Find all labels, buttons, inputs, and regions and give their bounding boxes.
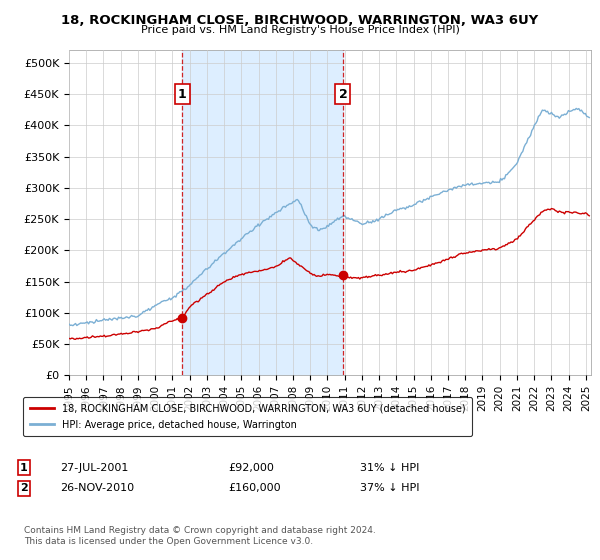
Text: 37% ↓ HPI: 37% ↓ HPI <box>360 483 419 493</box>
Text: Contains HM Land Registry data © Crown copyright and database right 2024.
This d: Contains HM Land Registry data © Crown c… <box>24 526 376 546</box>
Text: 1: 1 <box>20 463 28 473</box>
Text: 1: 1 <box>178 87 187 101</box>
Text: 27-JUL-2001: 27-JUL-2001 <box>60 463 128 473</box>
Text: 18, ROCKINGHAM CLOSE, BIRCHWOOD, WARRINGTON, WA3 6UY: 18, ROCKINGHAM CLOSE, BIRCHWOOD, WARRING… <box>61 14 539 27</box>
Text: 26-NOV-2010: 26-NOV-2010 <box>60 483 134 493</box>
Legend: 18, ROCKINGHAM CLOSE, BIRCHWOOD, WARRINGTON, WA3 6UY (detached house), HPI: Aver: 18, ROCKINGHAM CLOSE, BIRCHWOOD, WARRING… <box>23 397 472 436</box>
Text: 2: 2 <box>338 87 347 101</box>
Text: £160,000: £160,000 <box>228 483 281 493</box>
Text: £92,000: £92,000 <box>228 463 274 473</box>
Text: 2: 2 <box>20 483 28 493</box>
Text: Price paid vs. HM Land Registry's House Price Index (HPI): Price paid vs. HM Land Registry's House … <box>140 25 460 35</box>
Text: 31% ↓ HPI: 31% ↓ HPI <box>360 463 419 473</box>
